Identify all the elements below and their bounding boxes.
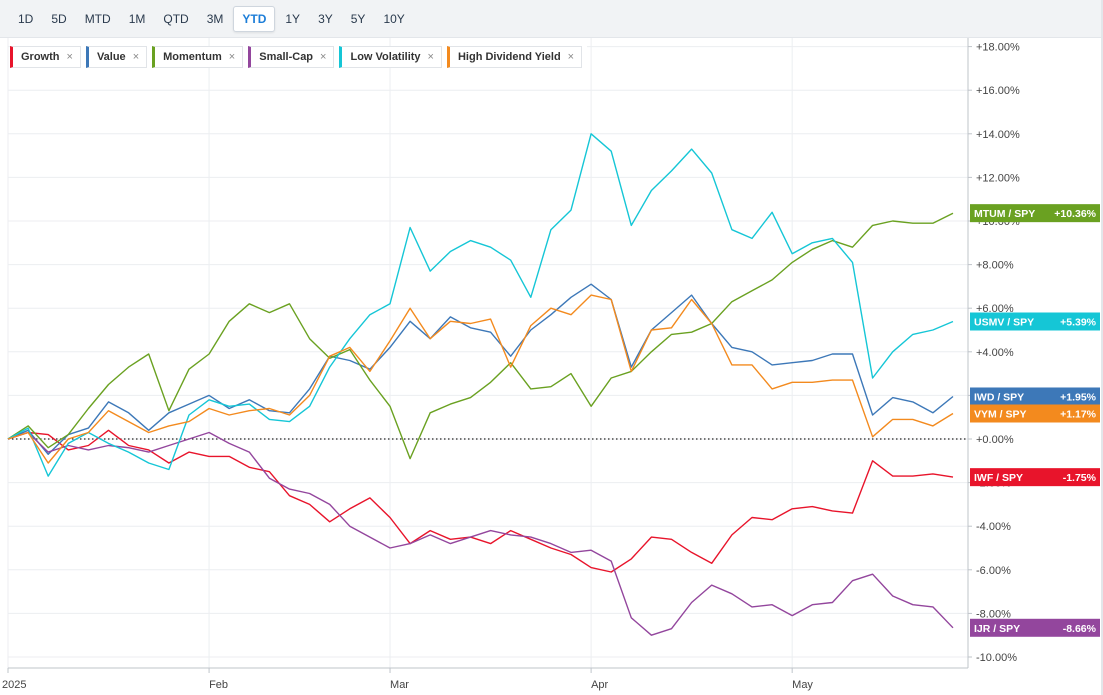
y-tick-label: +16.00% [976,85,1020,97]
series-line-momentum [7,212,954,460]
end-label-ticker: IJR / SPY [974,623,1020,635]
end-label-ijr: IJR / SPY -8.66% [970,618,1100,637]
y-tick-label: -4.00% [976,521,1011,533]
x-tick-label: Feb [209,679,228,691]
series-line-high-dividend-yield [7,294,954,464]
range-button-1y[interactable]: 1Y [285,11,301,26]
legend-chip-label: Low Volatility [350,51,421,63]
legend-chip-momentum[interactable]: Momentum × [152,46,244,68]
range-button-qtd[interactable]: QTD [163,11,189,26]
legend-chip-label: Growth [21,51,60,63]
end-label-box [970,387,1100,406]
range-button-mtd[interactable]: MTD [84,11,111,26]
range-button-10y[interactable]: 10Y [383,11,405,26]
legend-chip-label: Momentum [163,51,222,63]
end-label-ticker: MTUM / SPY [974,208,1035,220]
y-tick-label: -8.00% [976,608,1011,620]
end-label-value: -8.66% [1063,623,1097,635]
y-tick-label: +14.00% [976,129,1020,141]
y-tick-label: +6.00% [976,303,1014,315]
end-label-ticker: VYM / SPY [974,408,1027,420]
x-tick-label: Apr [591,679,608,691]
end-label-value: +1.17% [1060,408,1097,420]
end-label-iwf: IWF / SPY -1.75% [970,468,1100,487]
y-tick-label: +8.00% [976,260,1014,272]
remove-series-icon[interactable]: × [66,51,73,63]
range-button-5d[interactable]: 5D [51,11,67,26]
remove-series-icon[interactable]: × [567,51,575,63]
end-label-value: +10.36% [1054,208,1096,220]
legend-chip-high-dividend-yield[interactable]: High Dividend Yield × [446,46,583,68]
end-label-iwd: IWD / SPY +1.95% [970,387,1100,406]
range-button-ytd[interactable]: YTD [233,5,276,32]
series-line-value [7,283,954,455]
remove-series-icon[interactable]: × [228,51,236,63]
end-label-ticker: IWF / SPY [974,472,1023,484]
end-label-box [970,312,1100,331]
legend: Growth × Value × Momentum × Small-Cap × Low Vola… [10,46,588,68]
end-label-ticker: IWD / SPY [974,391,1024,403]
legend-chip-low-volatility[interactable]: Low Volatility × [339,46,442,68]
end-label-ticker: USMV / SPY [974,316,1034,328]
range-button-3m[interactable]: 3M [206,11,224,26]
y-tick-label: +18.00% [976,42,1020,54]
y-tick-label: -10.00% [976,652,1017,664]
x-tick-label: Mar [390,679,409,691]
series-line-small-cap [7,431,954,636]
remove-series-icon[interactable]: × [427,51,434,63]
range-button-1d[interactable]: 1D [18,11,34,26]
end-label-box [970,404,1100,423]
y-tick-label: +4.00% [976,347,1014,359]
end-label-vym: VYM / SPY +1.17% [970,404,1100,423]
range-button-3y[interactable]: 3Y [318,11,333,26]
end-label-box [970,468,1100,487]
end-label-box [970,618,1100,637]
legend-chip-label: Value [96,51,126,63]
series-line-low-volatility [7,133,954,477]
range-toolbar: 1D 5D MTD 1M QTD 3M YTD 1Y 3Y 5Y 10Y [0,0,1101,38]
y-tick-label: +12.00% [976,172,1020,184]
range-button-1m[interactable]: 1M [128,11,146,26]
remove-series-icon[interactable]: × [132,51,140,63]
legend-chip-growth[interactable]: Growth × [10,46,81,68]
y-tick-label: -6.00% [976,565,1011,577]
chart: +18.00%+16.00%+14.00%+12.00%+10.00%+8.00… [2,38,1100,691]
legend-chip-label: High Dividend Yield [457,51,561,63]
series-line-growth [7,429,954,573]
end-label-value: -1.75% [1063,472,1097,484]
end-label-value: +5.39% [1060,316,1097,328]
right-border [1101,0,1103,695]
x-tick-label: 2025 [2,679,26,691]
x-tick-label: May [792,679,813,691]
end-label-box [970,204,1100,223]
legend-chip-value[interactable]: Value × [85,46,148,68]
end-label-value: +1.95% [1060,391,1097,403]
y-tick-label: +0.00% [976,434,1014,446]
end-label-mtum: MTUM / SPY +10.36% [970,204,1100,223]
legend-chip-small-cap[interactable]: Small-Cap × [248,46,335,68]
end-label-usmv: USMV / SPY +5.39% [970,312,1100,331]
range-button-5y[interactable]: 5Y [350,11,366,26]
remove-series-icon[interactable]: × [320,51,327,63]
legend-chip-label: Small-Cap [259,51,314,63]
